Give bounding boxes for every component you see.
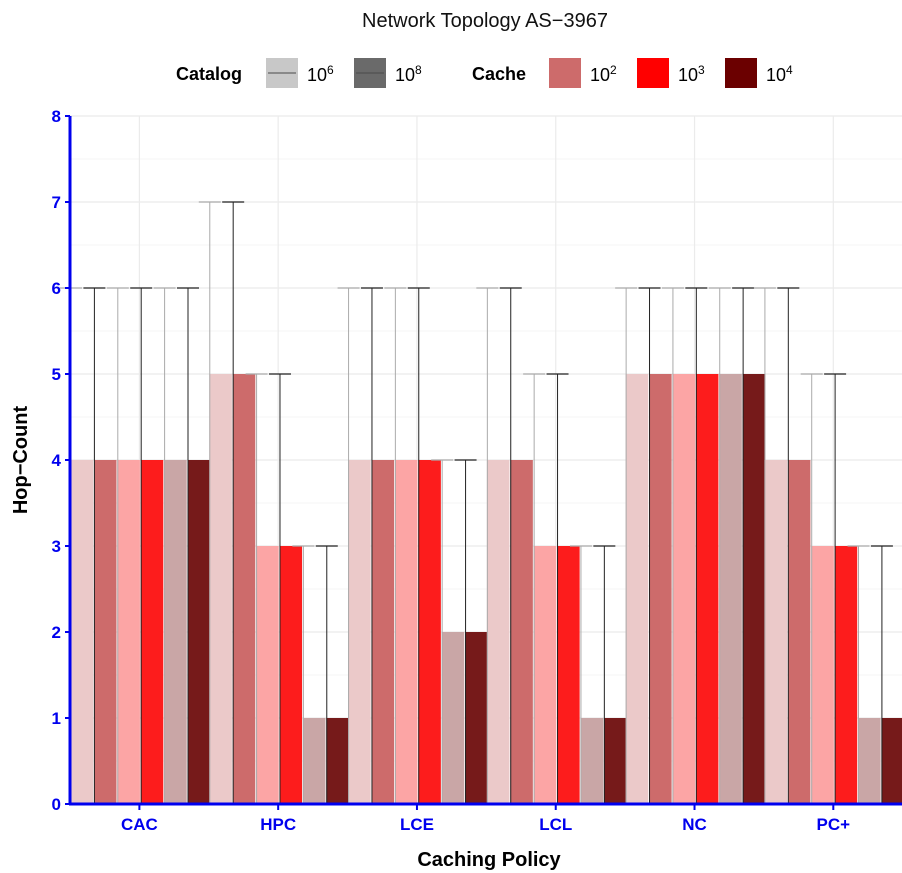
chart-title: Network Topology AS−3967 — [362, 10, 608, 32]
x-axis-ticks: CAC HPC LCE LCL NC PC+ — [121, 804, 850, 834]
bar — [764, 460, 788, 804]
bar — [164, 460, 187, 804]
legend-label: 106 — [307, 63, 334, 85]
legend-title-cache: Cache — [472, 64, 526, 84]
bar — [787, 460, 811, 804]
bar — [93, 460, 117, 804]
bar — [418, 460, 441, 804]
bar — [465, 632, 488, 804]
bar — [117, 460, 140, 804]
bar — [441, 632, 465, 804]
y-tick-label: 3 — [52, 537, 61, 556]
y-tick-label: 6 — [52, 279, 61, 298]
legend-label: 108 — [395, 63, 422, 85]
bar — [279, 546, 303, 804]
bar — [302, 718, 326, 804]
bar — [232, 374, 256, 804]
legend-swatch — [637, 58, 669, 88]
bar — [858, 718, 881, 804]
bar — [187, 460, 211, 804]
bar — [672, 374, 696, 804]
y-axis-title: Hop−Count — [10, 406, 32, 515]
bar — [742, 374, 766, 804]
legend-swatch — [549, 58, 581, 88]
bar — [486, 460, 510, 804]
y-axis-ticks: 0 1 2 3 4 5 6 7 8 — [52, 107, 70, 814]
bar — [719, 374, 742, 804]
x-tick-label: HPC — [260, 815, 296, 834]
x-tick-label: NC — [682, 815, 707, 834]
bar — [326, 718, 349, 804]
bar — [580, 718, 604, 804]
bar — [834, 546, 858, 804]
bar — [70, 460, 94, 804]
y-tick-label: 5 — [52, 365, 61, 384]
bar — [394, 460, 418, 804]
legend: Catalog Cache 106 108 102 103 104 — [176, 58, 793, 88]
y-tick-label: 4 — [52, 451, 62, 470]
y-tick-label: 0 — [52, 795, 61, 814]
bar — [649, 374, 672, 804]
legend-swatch — [725, 58, 757, 88]
bar — [533, 546, 557, 804]
legend-label: 103 — [678, 63, 705, 85]
bar — [510, 460, 533, 804]
x-axis-title: Caching Policy — [417, 849, 561, 871]
legend-label: 102 — [590, 63, 617, 85]
bars — [70, 374, 902, 804]
bar — [695, 374, 719, 804]
y-tick-label: 7 — [52, 193, 61, 212]
x-tick-label: PC+ — [817, 815, 851, 834]
x-tick-label: LCL — [539, 815, 572, 834]
bar — [811, 546, 834, 804]
bar — [371, 460, 395, 804]
legend-label: 104 — [766, 63, 793, 85]
bar — [557, 546, 580, 804]
bar — [625, 374, 649, 804]
bar — [256, 546, 279, 804]
x-tick-label: LCE — [400, 815, 434, 834]
bar — [140, 460, 164, 804]
legend-title-catalog: Catalog — [176, 64, 242, 84]
bar — [881, 718, 902, 804]
x-tick-label: CAC — [121, 815, 158, 834]
bar — [348, 460, 371, 804]
bar — [603, 718, 627, 804]
y-tick-label: 8 — [52, 107, 61, 126]
y-tick-label: 1 — [52, 709, 61, 728]
y-tick-label: 2 — [52, 623, 61, 642]
error-bars — [60, 201, 893, 804]
bar — [209, 374, 232, 804]
